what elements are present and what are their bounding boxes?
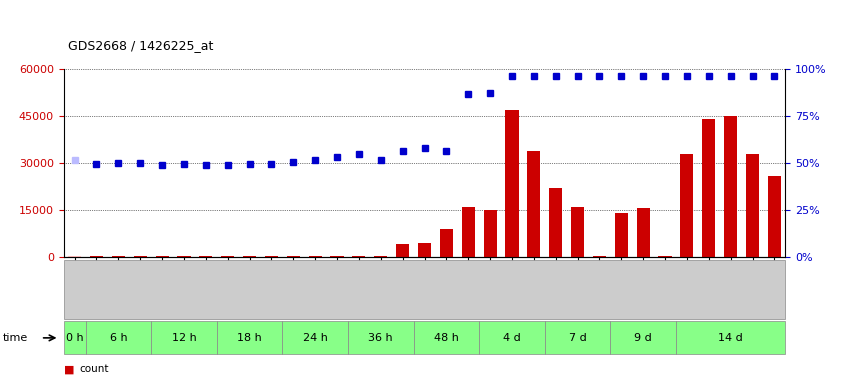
Text: 9 d: 9 d [634,333,652,343]
Text: 14 d: 14 d [718,333,743,343]
Text: 36 h: 36 h [368,333,393,343]
Bar [68,256,82,257]
Bar [330,256,344,257]
Bar [177,256,190,257]
Bar [112,256,125,257]
Text: 0 h: 0 h [65,333,83,343]
Bar [680,154,694,257]
Text: 48 h: 48 h [434,333,458,343]
Text: 7 d: 7 d [569,333,587,343]
Text: count: count [79,364,109,374]
Bar [418,243,431,257]
Bar [396,244,409,257]
Text: 18 h: 18 h [237,333,262,343]
Bar [90,256,103,257]
Text: 6 h: 6 h [110,333,127,343]
Bar [571,207,584,257]
Text: 4 d: 4 d [503,333,520,343]
Bar [659,256,672,257]
Bar [265,256,278,257]
Bar [767,176,781,257]
Bar [155,256,169,257]
Bar [221,256,234,257]
Text: 12 h: 12 h [171,333,196,343]
Bar [637,209,649,257]
Bar [440,229,453,257]
Bar [702,119,716,257]
Bar [352,256,365,257]
Bar [615,213,628,257]
Text: GDS2668 / 1426225_at: GDS2668 / 1426225_at [68,39,213,53]
Bar [133,256,147,257]
Text: 24 h: 24 h [303,333,328,343]
Text: ■: ■ [64,364,74,374]
Bar [527,151,541,257]
Bar [308,256,322,257]
Bar [505,110,519,257]
Bar [724,116,737,257]
Bar [549,188,562,257]
Bar [200,256,212,257]
Bar [484,210,497,257]
Bar [746,154,759,257]
Bar [287,256,300,257]
Bar [593,256,606,257]
Bar [243,256,256,257]
Bar [462,207,475,257]
Text: time: time [3,333,28,343]
Bar [374,256,387,257]
